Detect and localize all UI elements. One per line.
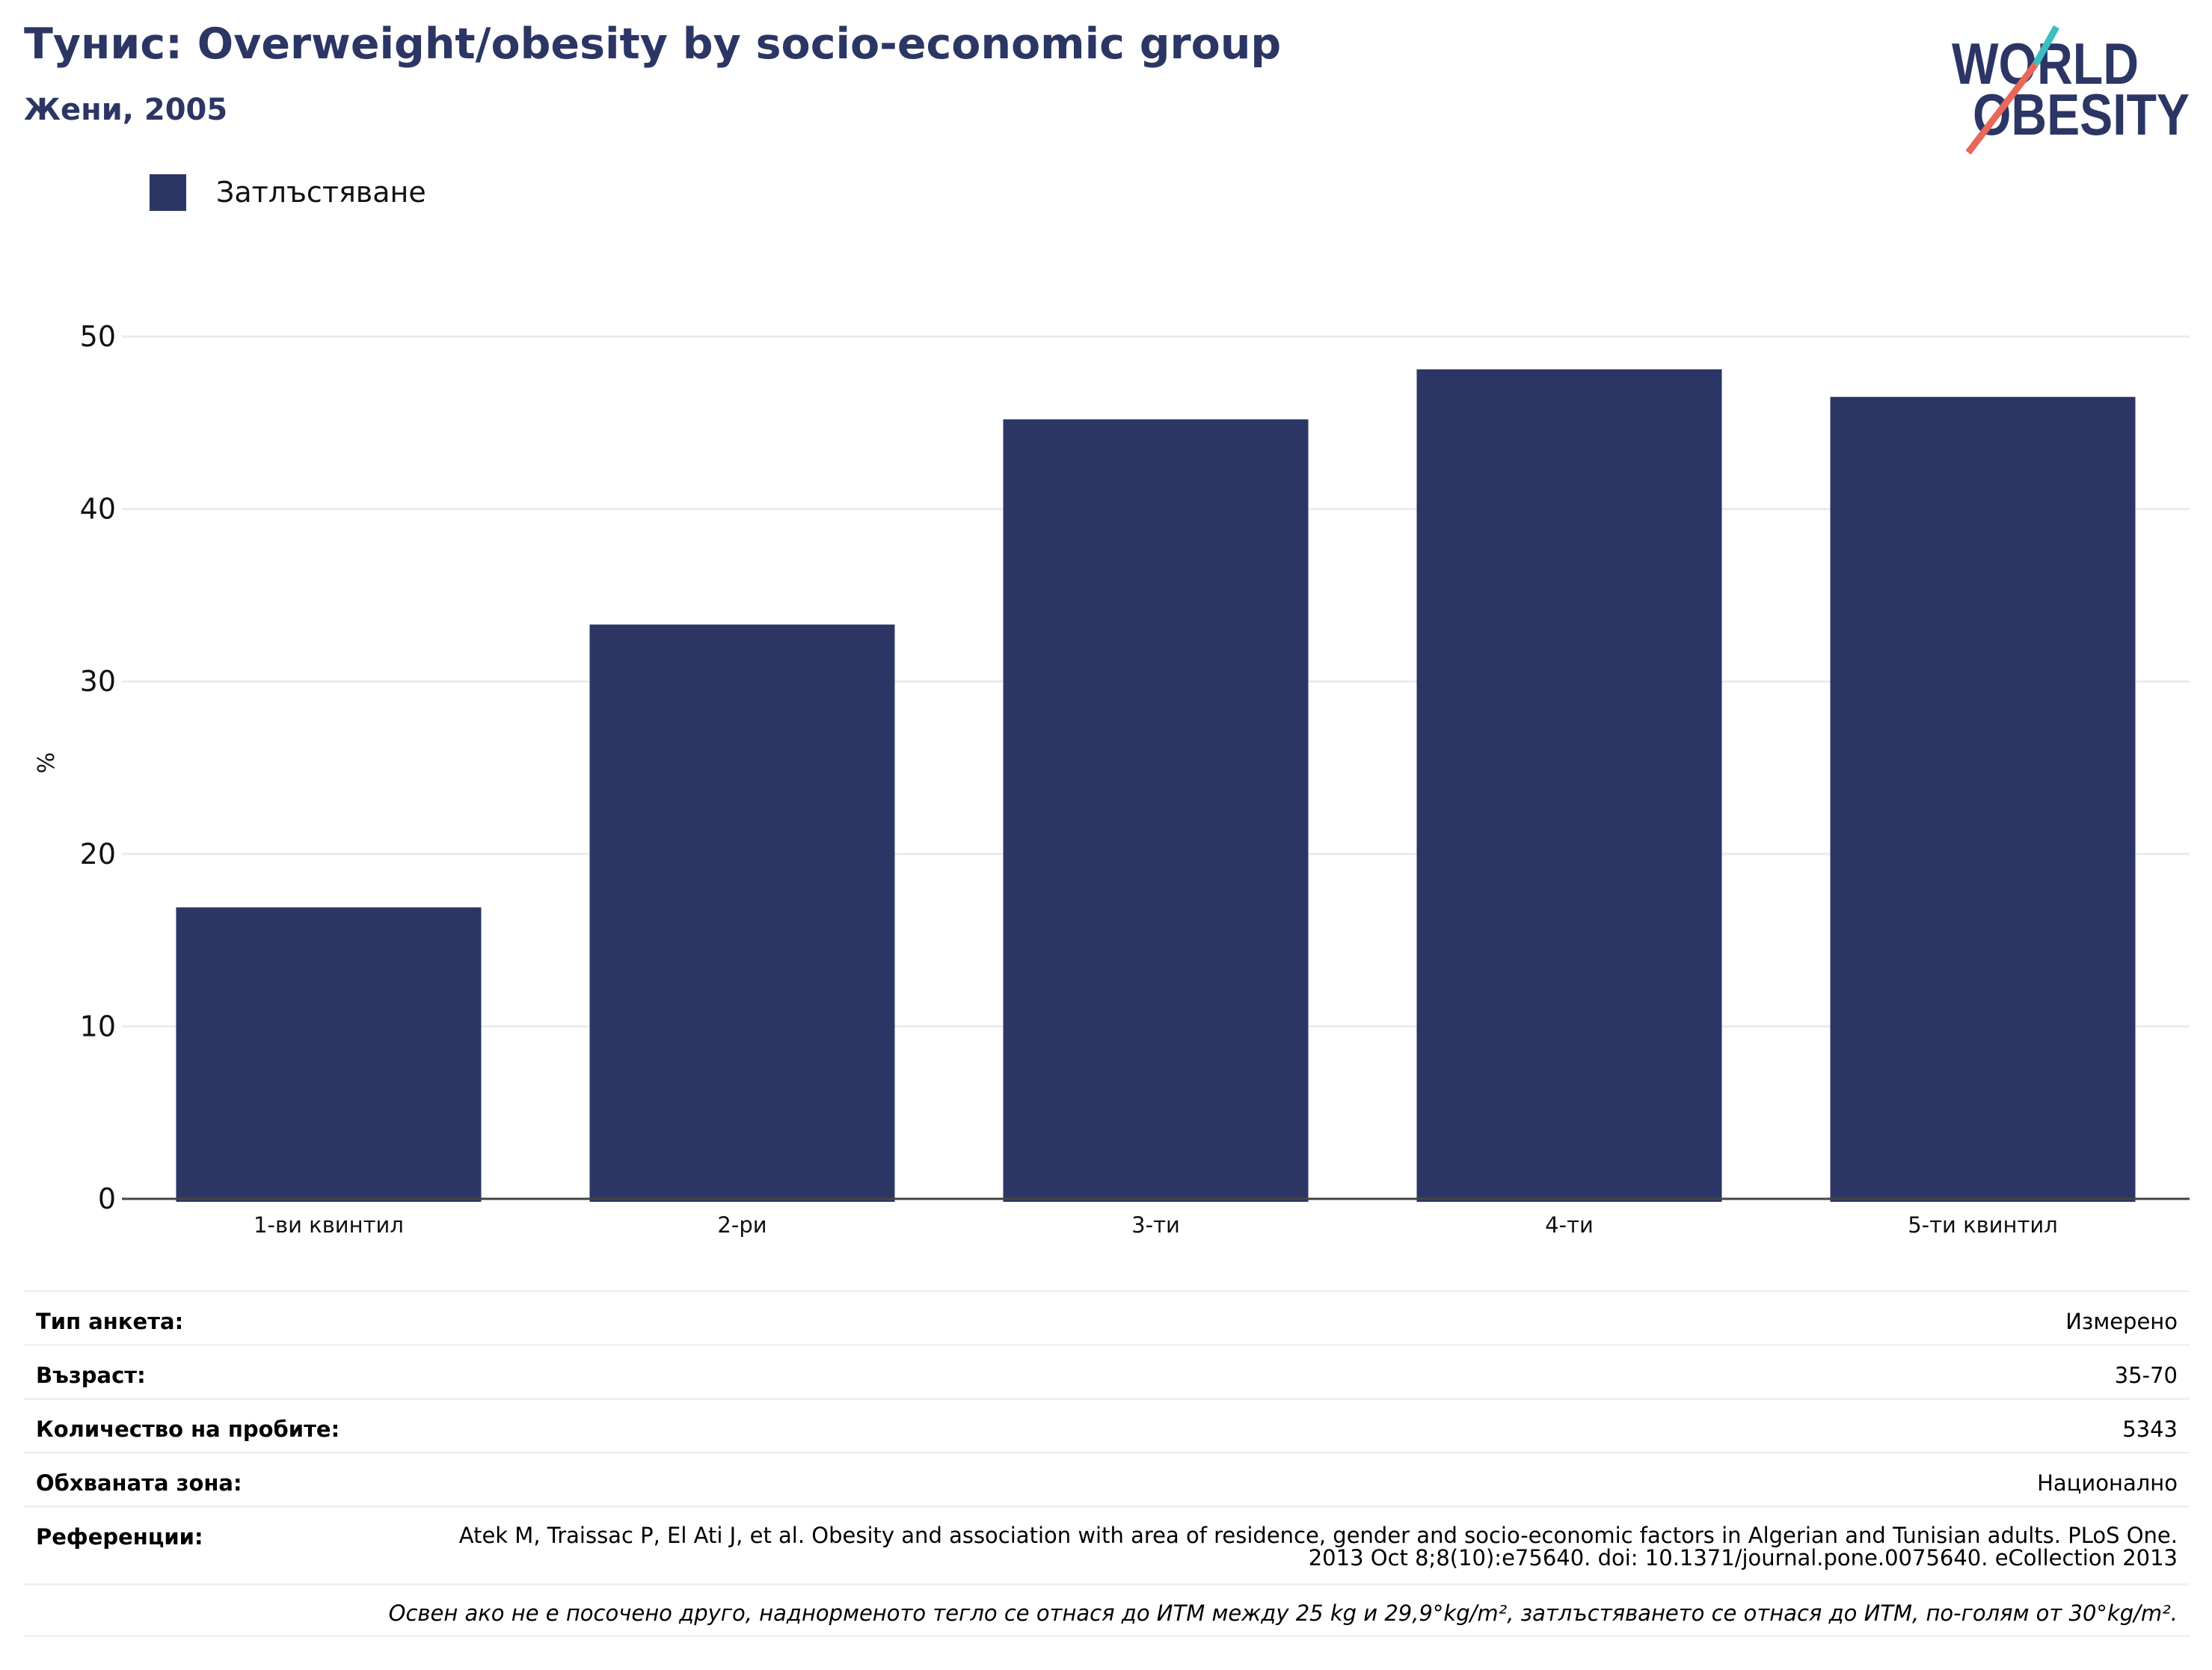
chart-title: Тунис: Overweight/obesity by socio-econo…	[24, 19, 1282, 69]
bar-chart: 0 10 20 30 40 50% 1-ви квинтил 2-ри 3-ти 4-ти 5-ти…	[34, 320, 2190, 1238]
y-tick-label: 50	[80, 320, 116, 353]
age-value: 35-70	[2114, 1363, 2178, 1388]
x-tick-label: 5-ти квинтил	[1908, 1212, 2058, 1238]
area-covered-label: Обхваната зона:	[36, 1470, 242, 1496]
y-tick-label: 30	[80, 665, 116, 698]
info-table: Тип анкета: Измерено Възраст: 35-70 Коли…	[24, 1290, 2190, 1637]
age-label: Възраст:	[36, 1363, 146, 1388]
bar	[1416, 369, 1722, 1203]
sample-size-label: Количество на пробите:	[36, 1416, 340, 1442]
bar	[176, 907, 482, 1202]
legend-swatch	[150, 174, 186, 211]
y-axis-label: %	[34, 752, 60, 774]
x-tick-label: 2-ри	[717, 1212, 766, 1238]
info-row-survey-type: Тип анкета: Измерено	[24, 1290, 2190, 1344]
bar	[589, 624, 895, 1202]
svg-text:OBESITY: OBESITY	[1973, 82, 2190, 147]
y-tick-label: 0	[98, 1182, 116, 1215]
x-tick-label: 3-ти	[1131, 1212, 1180, 1238]
survey-type-label: Тип анкета:	[36, 1309, 184, 1334]
y-tick-label: 10	[80, 1010, 116, 1043]
chart-subtitle: Жени, 2005	[24, 93, 228, 127]
info-row-age: Възраст: 35-70	[24, 1344, 2190, 1398]
x-tick-label: 1-ви квинтил	[254, 1212, 404, 1238]
references-value: Atek M, Traissac P, El Ati J, et al. Obe…	[458, 1523, 2178, 1571]
info-row-sample-size: Количество на пробите: 5343	[24, 1398, 2190, 1452]
world-obesity-logo: WORLD OBESITY	[1952, 25, 2190, 155]
bar	[1003, 419, 1309, 1202]
info-row-area-covered: Обхваната зона: Национално	[24, 1452, 2190, 1505]
sample-size-value: 5343	[2122, 1416, 2178, 1442]
legend-label: Затлъстяване	[216, 176, 426, 209]
bar	[1830, 396, 2136, 1203]
y-tick-label: 20	[80, 838, 116, 871]
info-row-references: Референции: Atek M, Traissac P, El Ati J…	[24, 1505, 2190, 1583]
definition-note: Освен ако не е посочено друго, наднормен…	[24, 1583, 2190, 1637]
x-tick-label: 4-ти	[1545, 1212, 1594, 1238]
area-covered-value: Национално	[2037, 1470, 2178, 1496]
survey-type-value: Измерено	[2065, 1309, 2178, 1334]
legend: Затлъстяване	[150, 174, 426, 211]
references-label: Референции:	[36, 1524, 203, 1550]
y-tick-label: 40	[80, 493, 116, 526]
